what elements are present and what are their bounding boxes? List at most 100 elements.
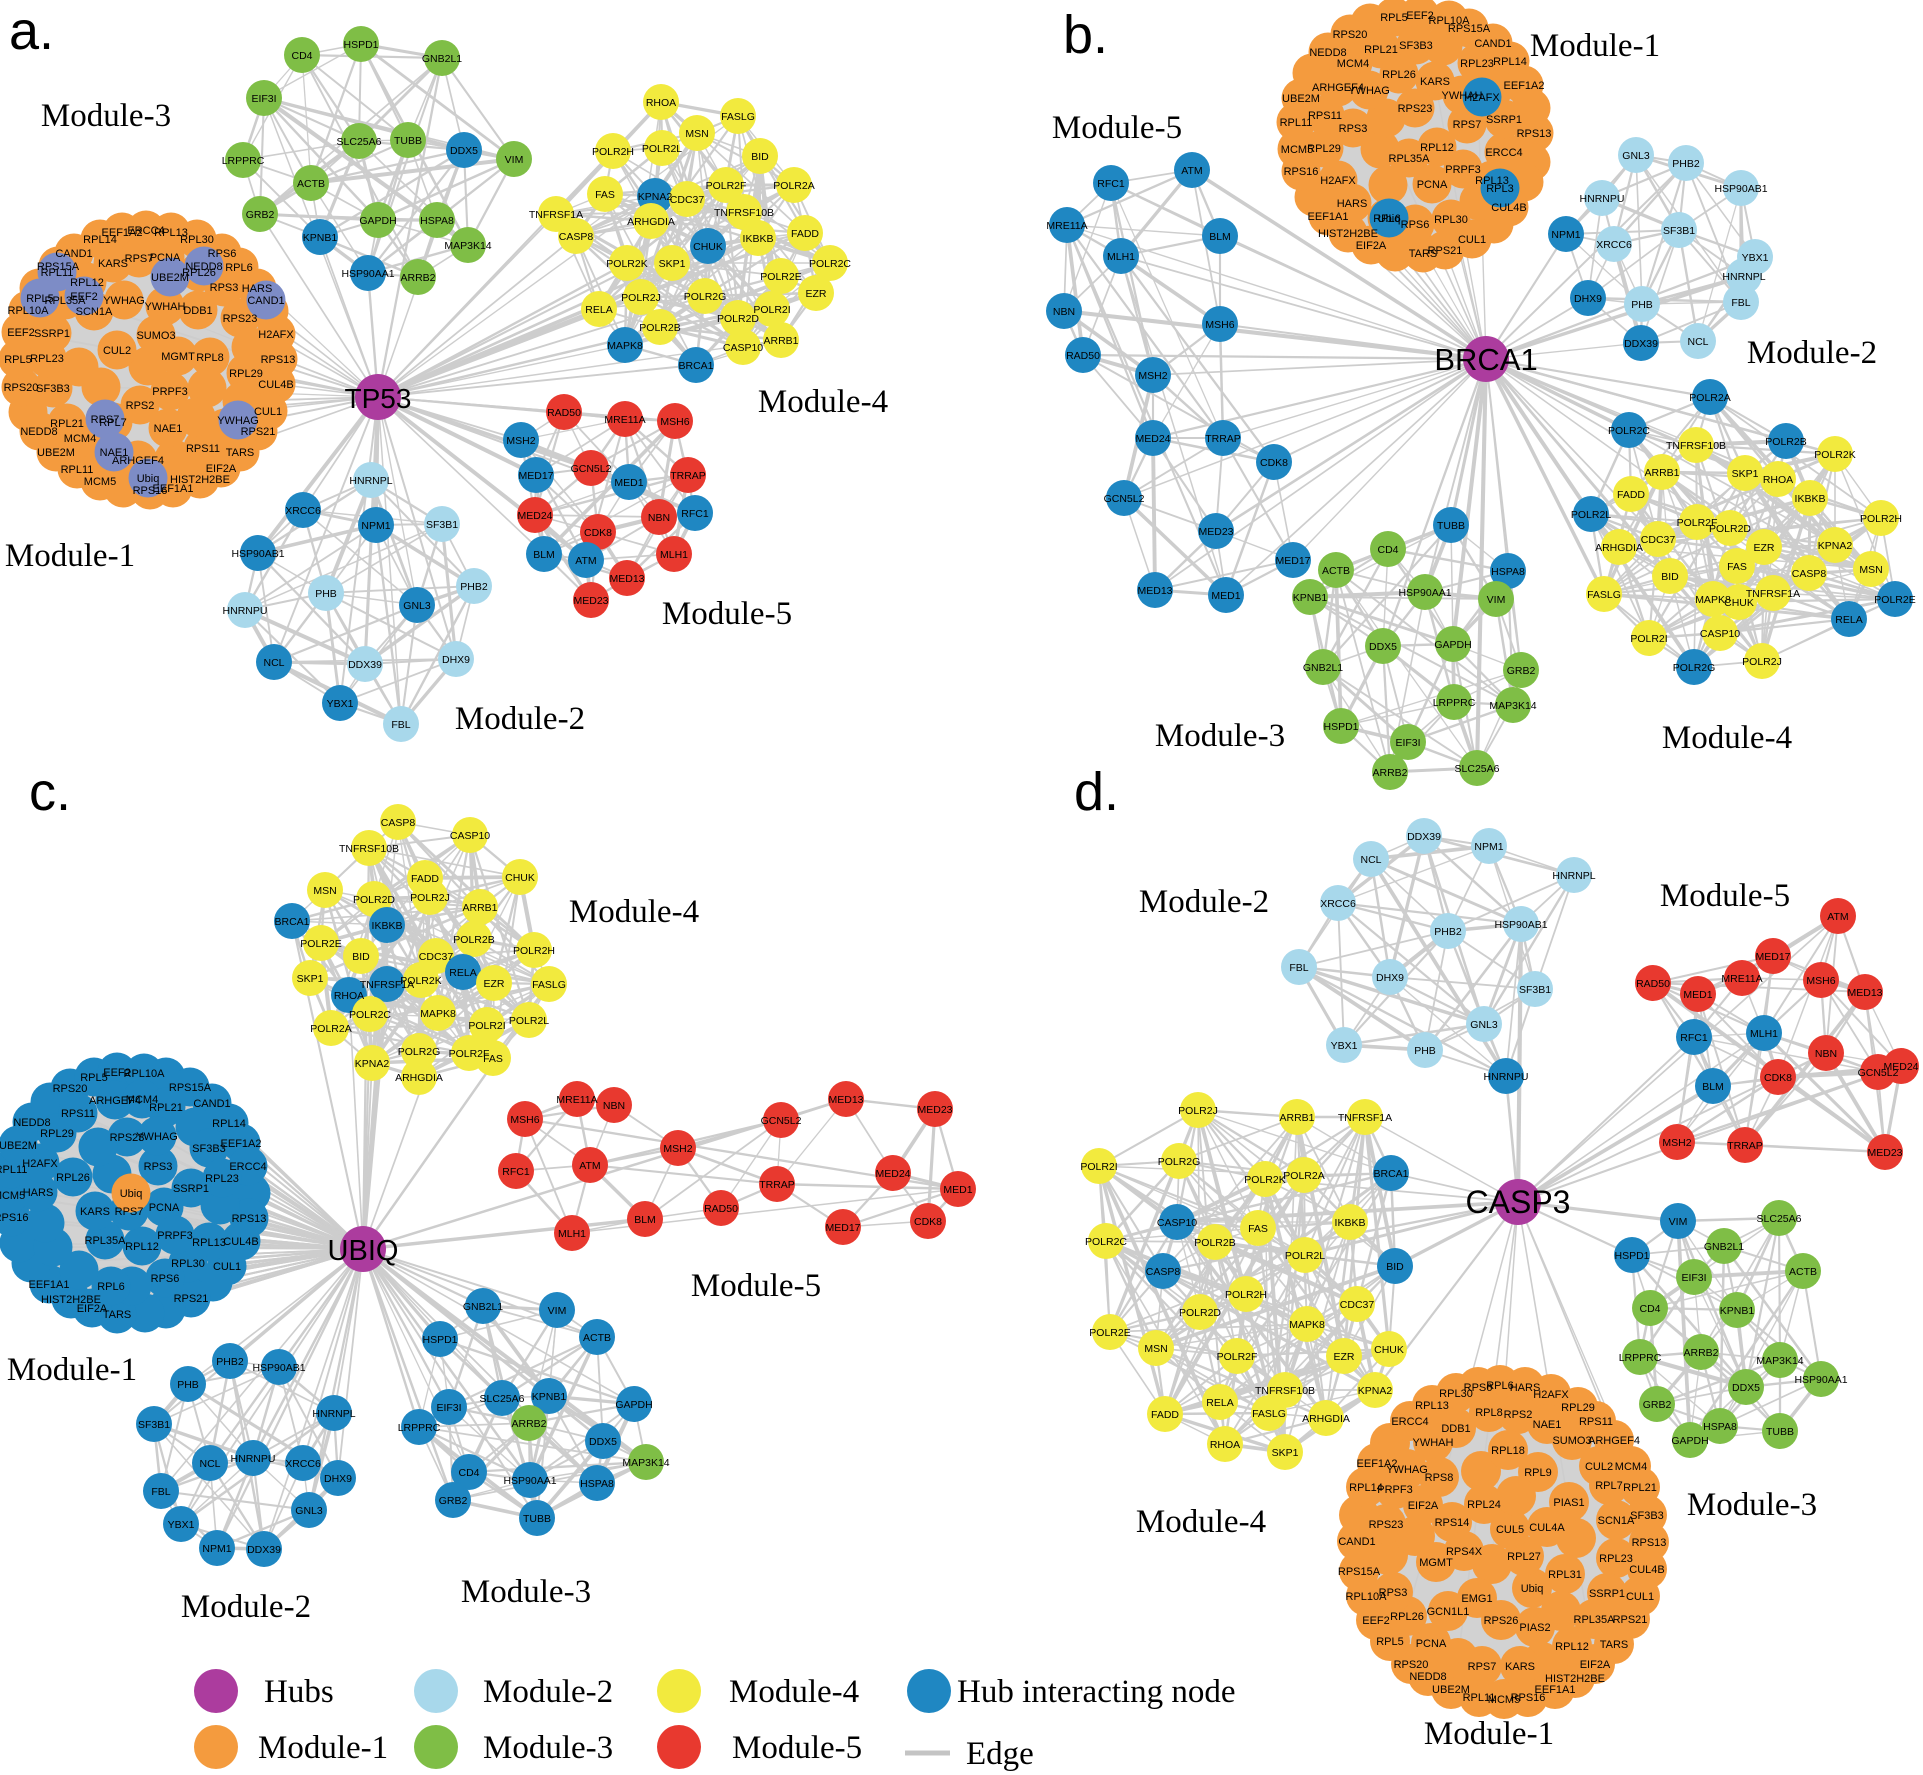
svg-text:Module-4: Module-4: [758, 384, 888, 420]
svg-text:FADD: FADD: [791, 228, 819, 240]
svg-text:RPS2: RPS2: [126, 400, 155, 412]
svg-text:MED17: MED17: [825, 1222, 860, 1234]
svg-text:NCL: NCL: [199, 1458, 220, 1470]
svg-text:EIF2A: EIF2A: [206, 463, 237, 475]
svg-text:RPL11: RPL11: [0, 1164, 27, 1176]
svg-text:GAPDH: GAPDH: [1434, 639, 1471, 651]
svg-text:VIM: VIM: [505, 154, 524, 166]
svg-text:SKP1: SKP1: [1732, 468, 1759, 480]
svg-text:MAP3K14: MAP3K14: [444, 240, 491, 252]
svg-text:ARRB1: ARRB1: [462, 902, 497, 914]
svg-text:RPS11: RPS11: [1308, 110, 1342, 122]
svg-text:HARS: HARS: [242, 283, 273, 295]
svg-text:DDX5: DDX5: [589, 1436, 617, 1448]
svg-text:POLR2K: POLR2K: [1814, 449, 1855, 461]
svg-text:HIST2H2BE: HIST2H2BE: [1318, 228, 1378, 240]
svg-text:DDB1: DDB1: [1441, 1423, 1470, 1435]
svg-text:POLR2H: POLR2H: [1860, 513, 1902, 525]
svg-text:FAS: FAS: [1727, 561, 1747, 573]
svg-text:ERCC4: ERCC4: [127, 225, 164, 237]
svg-text:EEF1A1: EEF1A1: [1535, 1684, 1576, 1696]
svg-text:IKBKB: IKBKB: [1335, 1217, 1366, 1229]
svg-text:NEDD8: NEDD8: [1409, 1671, 1446, 1683]
svg-text:RPL35A: RPL35A: [45, 295, 87, 307]
svg-text:RPL13: RPL13: [192, 1237, 226, 1249]
svg-text:HARS: HARS: [1337, 198, 1368, 210]
svg-text:RPL35A: RPL35A: [1574, 1614, 1616, 1626]
svg-text:EZR: EZR: [1754, 542, 1775, 554]
svg-text:FASLG: FASLG: [1252, 1408, 1286, 1420]
svg-text:UBE2M: UBE2M: [151, 272, 189, 284]
svg-text:DDX39: DDX39: [247, 1544, 281, 1556]
svg-text:POLR2A: POLR2A: [773, 180, 814, 192]
svg-text:PCNA: PCNA: [1417, 179, 1448, 191]
svg-text:KARS: KARS: [98, 258, 128, 270]
svg-text:YBX1: YBX1: [1331, 1040, 1358, 1052]
svg-text:TUBB: TUBB: [1437, 520, 1465, 532]
svg-text:GCN1L1: GCN1L1: [1427, 1606, 1470, 1618]
svg-text:SUMO3: SUMO3: [1552, 1435, 1591, 1447]
svg-text:RPL14: RPL14: [83, 234, 117, 246]
svg-text:HSPD1: HSPD1: [422, 1334, 457, 1346]
svg-text:RPS3: RPS3: [1379, 1587, 1408, 1599]
svg-text:RPL35A: RPL35A: [1389, 153, 1431, 165]
svg-text:MED23: MED23: [1867, 1147, 1902, 1159]
svg-text:POLR2K: POLR2K: [400, 975, 441, 987]
svg-text:NPM1: NPM1: [1474, 841, 1503, 853]
svg-text:MCM4: MCM4: [1615, 1461, 1647, 1473]
svg-text:MRE11A: MRE11A: [1046, 220, 1087, 232]
svg-text:SSRP1: SSRP1: [34, 328, 70, 340]
svg-text:CDC37: CDC37: [419, 951, 454, 963]
svg-text:CD4: CD4: [291, 50, 312, 62]
svg-text:LRPPRC: LRPPRC: [1619, 1352, 1662, 1364]
svg-text:Module-1: Module-1: [1424, 1716, 1554, 1752]
svg-text:TARS: TARS: [226, 447, 255, 459]
svg-text:HSPD1: HSPD1: [343, 39, 378, 51]
svg-text:MLH1: MLH1: [1107, 251, 1135, 263]
svg-text:VIM: VIM: [1669, 1216, 1688, 1228]
svg-text:UBE2M: UBE2M: [1282, 93, 1320, 105]
svg-text:POLR2A: POLR2A: [1283, 1170, 1324, 1182]
svg-text:MSH6: MSH6: [510, 1114, 539, 1126]
svg-text:HNRNPL: HNRNPL: [1552, 870, 1595, 882]
svg-text:CDK8: CDK8: [914, 1216, 942, 1228]
svg-text:EZR: EZR: [484, 978, 505, 990]
svg-text:Module-1: Module-1: [1530, 28, 1660, 64]
svg-text:RPL26: RPL26: [56, 1172, 90, 1184]
svg-text:HSP90AB1: HSP90AB1: [252, 1362, 305, 1374]
svg-text:CUL4B: CUL4B: [1629, 1564, 1664, 1576]
svg-text:MLH1: MLH1: [558, 1228, 586, 1240]
svg-text:PHB: PHB: [1631, 299, 1653, 311]
svg-text:FBL: FBL: [1289, 962, 1308, 974]
svg-text:RPS7: RPS7: [125, 253, 154, 265]
svg-text:TP53: TP53: [345, 383, 412, 414]
svg-text:TNFRSF10B: TNFRSF10B: [339, 843, 399, 855]
svg-text:c.: c.: [29, 762, 71, 822]
svg-text:CHUK: CHUK: [505, 872, 535, 884]
svg-text:MCM5: MCM5: [84, 476, 116, 488]
svg-text:RPS15A: RPS15A: [169, 1082, 212, 1094]
svg-text:ARHGEF4: ARHGEF4: [1588, 1435, 1640, 1447]
svg-text:MED13: MED13: [1137, 585, 1172, 597]
svg-text:DDX5: DDX5: [1369, 641, 1397, 653]
svg-text:RPL6: RPL6: [1486, 1380, 1514, 1392]
svg-text:TARS: TARS: [103, 1309, 132, 1321]
svg-text:YBX1: YBX1: [1742, 252, 1769, 264]
svg-text:POLR2L: POLR2L: [509, 1015, 549, 1027]
svg-text:RPL6: RPL6: [225, 262, 253, 274]
svg-text:SF3B1: SF3B1: [138, 1419, 170, 1431]
svg-text:RPL26: RPL26: [1390, 1611, 1424, 1623]
svg-text:UBIQ: UBIQ: [328, 1235, 399, 1267]
svg-text:EEF1A1: EEF1A1: [29, 1279, 70, 1291]
svg-text:ARHGDIA: ARHGDIA: [1302, 1413, 1350, 1425]
svg-text:RPL10A: RPL10A: [1429, 15, 1471, 27]
svg-text:SSRP1: SSRP1: [1589, 1588, 1625, 1600]
svg-text:PHB: PHB: [315, 588, 337, 600]
svg-text:POLR2G: POLR2G: [684, 291, 727, 303]
svg-text:POLR2L: POLR2L: [1285, 1250, 1325, 1262]
svg-text:EZR: EZR: [806, 288, 827, 300]
svg-text:Module-5: Module-5: [732, 1730, 862, 1766]
svg-text:HSP90AA1: HSP90AA1: [341, 268, 394, 280]
svg-text:HSPA8: HSPA8: [580, 1478, 614, 1490]
svg-text:RPL35A: RPL35A: [85, 1235, 127, 1247]
